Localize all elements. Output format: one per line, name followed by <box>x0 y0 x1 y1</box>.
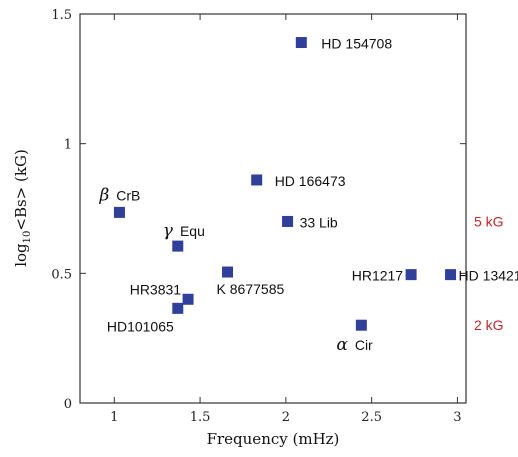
data-point <box>172 302 184 314</box>
data-point <box>172 240 184 252</box>
greek-symbol: γ <box>163 221 174 241</box>
point-label: K 8677585 <box>217 281 285 297</box>
point-label: α Cir <box>336 335 373 355</box>
point-label: HD101065 <box>107 318 174 334</box>
y-tick-label: 1 <box>64 138 72 153</box>
point-label: β CrB <box>98 185 140 205</box>
x-axis-label: Frequency (mHz) <box>207 430 340 448</box>
point-label: 33 Lib <box>300 214 338 230</box>
data-point <box>282 215 294 227</box>
data-point <box>222 266 234 278</box>
data-point <box>182 293 194 305</box>
data-point <box>113 206 125 218</box>
x-tick-label: 1.5 <box>190 410 211 425</box>
data-point <box>295 37 307 49</box>
field-reference-label: 2 kG <box>474 317 504 333</box>
x-tick-label: 2.5 <box>361 410 382 425</box>
data-point <box>405 269 417 281</box>
star-name: Equ <box>180 223 205 239</box>
x-tick-label: 3 <box>453 410 461 425</box>
data-point <box>445 269 457 281</box>
x-tick-label: 1 <box>110 410 118 425</box>
y-tick-label: 0.5 <box>51 267 72 282</box>
point-label: HR1217 <box>352 268 404 284</box>
greek-symbol: β <box>98 185 109 205</box>
y-axis-label: log10<Bs> (kG) <box>12 149 33 267</box>
x-tick-label: 2 <box>282 410 290 425</box>
point-label: HR3831 <box>130 281 182 297</box>
plot-frame <box>79 13 467 404</box>
data-point <box>355 319 367 331</box>
y-tick-label: 0 <box>64 397 72 412</box>
point-label: γ Equ <box>163 221 205 241</box>
star-name: Cir <box>355 337 373 353</box>
field-reference-label: 5 kG <box>474 214 504 230</box>
y-tick-label: 1.5 <box>51 8 72 23</box>
point-label: HD 134214 <box>459 268 518 284</box>
greek-symbol: α <box>336 335 348 355</box>
star-name: CrB <box>116 187 140 203</box>
point-label: HD 154708 <box>321 36 392 52</box>
data-point <box>251 174 263 186</box>
point-label: HD 166473 <box>275 173 346 189</box>
